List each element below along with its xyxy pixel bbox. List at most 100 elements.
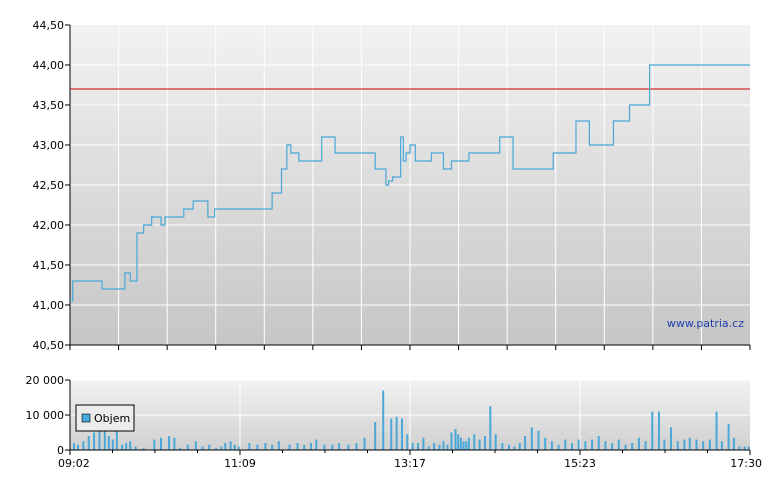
- price-y-tick-label: 42,50: [33, 179, 65, 192]
- volume-bar: [411, 443, 414, 450]
- volume-bar: [142, 448, 145, 450]
- volume-bar: [617, 439, 620, 450]
- volume-bar: [446, 444, 449, 450]
- volume-x-tick-label: 09:02: [58, 457, 90, 470]
- volume-bar: [670, 427, 673, 450]
- volume-bar: [584, 441, 587, 450]
- volume-bar: [624, 444, 627, 450]
- volume-bar: [129, 441, 132, 450]
- volume-bar: [657, 411, 660, 450]
- volume-bar: [390, 418, 393, 450]
- volume-bar: [524, 436, 527, 450]
- volume-bar: [743, 446, 746, 450]
- volume-bar: [201, 446, 204, 450]
- volume-bar: [264, 443, 267, 450]
- volume-bar: [450, 432, 453, 450]
- volume-x-tick-label: 13:17: [394, 457, 426, 470]
- volume-bar: [508, 444, 511, 450]
- volume-bar: [513, 446, 516, 450]
- price-y-tick-label: 41,00: [33, 299, 65, 312]
- volume-bar: [747, 446, 750, 450]
- volume-bar: [727, 423, 730, 450]
- volume-bar: [125, 443, 128, 450]
- volume-bar: [173, 437, 176, 450]
- volume-bar: [277, 441, 280, 450]
- volume-bar: [663, 439, 666, 450]
- volume-bar: [98, 430, 101, 450]
- price-y-tick-label: 40,50: [33, 339, 65, 352]
- volume-bar: [168, 436, 171, 450]
- volume-bar: [688, 437, 691, 450]
- volume-bar: [611, 443, 614, 450]
- volume-bar: [462, 441, 465, 450]
- watermark: www.patria.cz: [667, 317, 744, 330]
- volume-bar: [400, 418, 403, 450]
- volume-bar: [702, 441, 705, 450]
- volume-x-tick-label: 11:09: [224, 457, 256, 470]
- volume-bar: [214, 448, 217, 450]
- volume-bar: [160, 437, 163, 450]
- price-y-axis: 40,50 41,00 41,50 42,00 42,50 43,00 43,50 44,00…: [33, 19, 750, 352]
- volume-x-axis: 09:02 11:09 13:17 15:23 17:30: [58, 449, 762, 470]
- volume-bar: [87, 436, 90, 450]
- volume-bar: [631, 443, 634, 450]
- volume-y-tick-label: 10 000: [26, 409, 65, 422]
- volume-bar: [374, 422, 377, 450]
- volume-bar: [103, 429, 106, 450]
- volume-bar: [229, 441, 232, 450]
- volume-bars: [73, 390, 750, 450]
- volume-bar: [338, 443, 341, 450]
- volume-bar: [433, 443, 436, 450]
- volume-bar: [224, 443, 227, 450]
- volume-bar: [220, 446, 223, 450]
- volume-bar: [467, 437, 470, 450]
- volume-bar: [248, 443, 251, 450]
- legend-box: [75, 404, 135, 432]
- volume-x-tick-label: 15:23: [564, 457, 596, 470]
- volume-bar: [331, 444, 334, 450]
- volume-bar: [501, 443, 504, 450]
- volume-y-axis: 0 10 000 20 000: [26, 374, 71, 457]
- volume-bar: [73, 443, 76, 450]
- legend-swatch: [81, 413, 91, 423]
- volume-bar: [115, 430, 118, 450]
- volume-bar: [644, 441, 647, 450]
- volume-bar: [738, 446, 741, 450]
- volume-bar: [355, 443, 358, 450]
- volume-bar: [557, 444, 560, 450]
- volume-bar: [208, 444, 211, 450]
- price-x-tick-marks: [69, 345, 751, 350]
- price-gridlines: [70, 25, 750, 345]
- volume-bar: [121, 444, 124, 450]
- volume-gridlines: [70, 379, 750, 450]
- volume-bar: [483, 436, 486, 450]
- volume-bar: [465, 441, 468, 450]
- volume-bar: [577, 439, 580, 450]
- price-y-tick-label: 44,50: [33, 19, 65, 32]
- price-y-tick-label: 44,00: [33, 59, 65, 72]
- price-series-line: [70, 64, 750, 302]
- volume-bar: [489, 406, 492, 450]
- volume-bar: [478, 439, 481, 450]
- volume-bar: [77, 444, 80, 450]
- volume-bar: [395, 416, 398, 450]
- volume-bar: [288, 444, 291, 450]
- volume-bar: [604, 441, 607, 450]
- volume-bar: [457, 434, 460, 450]
- legend-label: Objem: [94, 412, 130, 425]
- volume-bar: [494, 434, 497, 450]
- price-y-tick-label: 42,00: [33, 219, 65, 232]
- volume-bar: [178, 448, 181, 450]
- volume-bar: [111, 439, 114, 450]
- volume-bar: [323, 444, 326, 450]
- volume-bar: [564, 439, 567, 450]
- volume-bar: [186, 444, 189, 450]
- volume-bar: [303, 444, 306, 450]
- volume-bar: [518, 443, 521, 450]
- volume-bar: [537, 430, 540, 450]
- volume-bar: [237, 446, 240, 450]
- volume-bar: [732, 437, 735, 450]
- volume-bar: [347, 444, 350, 450]
